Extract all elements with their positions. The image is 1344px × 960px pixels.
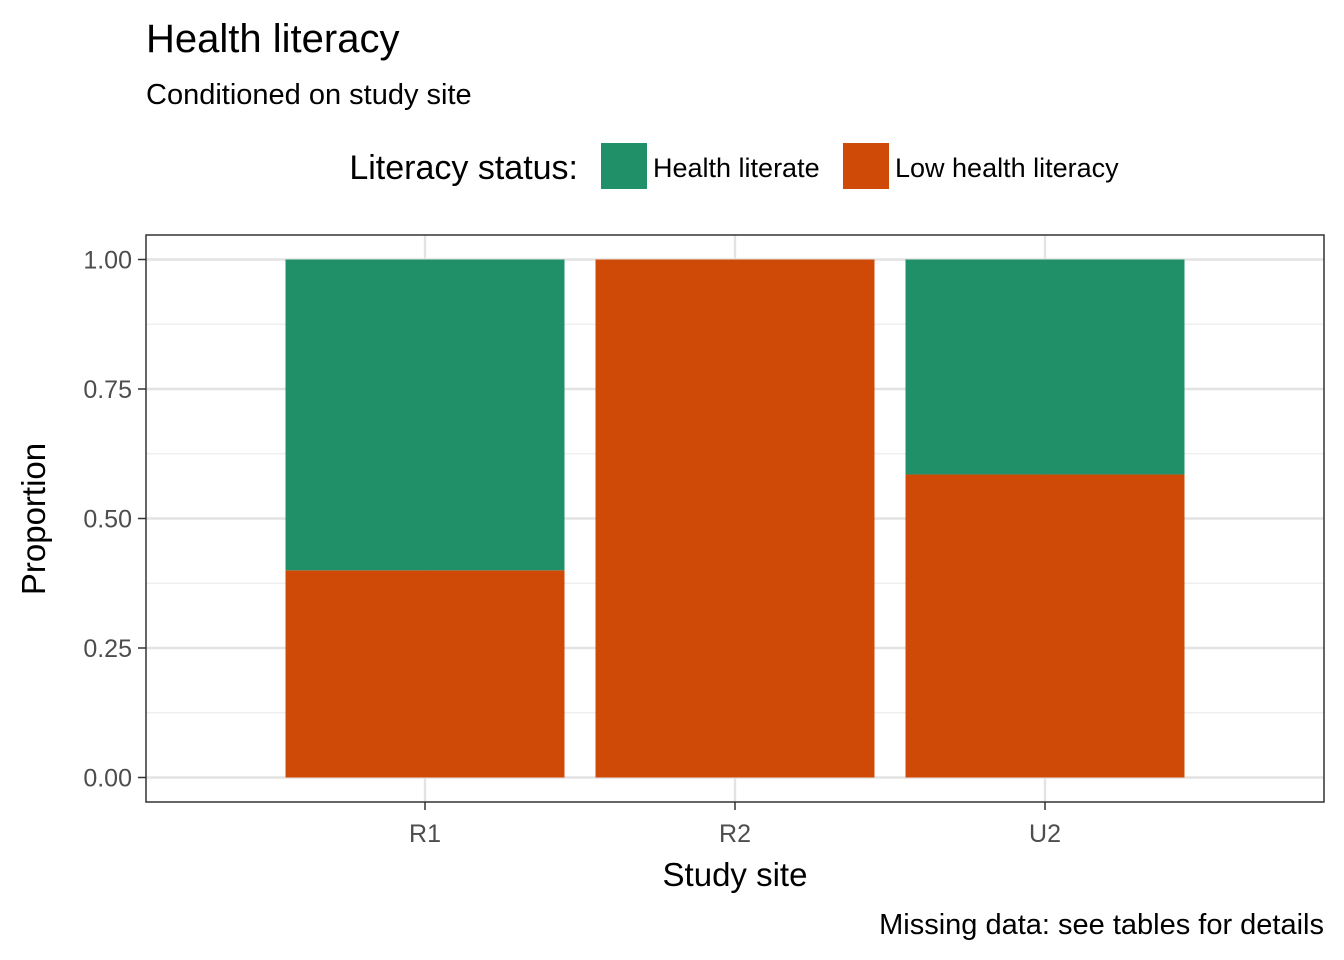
chart-caption: Missing data: see tables for details [879,909,1324,941]
x-axis-title: Study site [663,856,808,893]
y-tick-label: 0.25 [83,635,132,663]
legend-title: Literacy status: [349,149,578,187]
y-axis-title: Proportion [15,443,52,595]
y-tick-label: 0.75 [83,376,132,404]
y-tick-label: 1.00 [83,247,132,275]
legend-swatch-health-literate [601,143,647,189]
bars [285,259,1185,778]
bar-u2-low-health-literacy [905,474,1185,778]
x-tick-label: R1 [409,820,441,848]
chart-subtitle: Conditioned on study site [146,79,472,111]
axes: 0.00 0.25 0.50 0.75 1.00 R1 R2 U2 [83,247,1061,849]
chart-title: Health literacy [146,17,399,61]
y-tick-label: 0.50 [83,506,132,534]
legend-label-health-literate: Health literate [653,153,820,183]
legend: Literacy status: Health literate Low hea… [349,143,1119,189]
bar-r2-low-health-literacy [595,259,875,778]
y-tick-label: 0.00 [83,765,132,793]
legend-label-low-health-literacy: Low health literacy [895,153,1119,183]
bar-u2-health-literate [905,259,1185,475]
bar-r1-low-health-literacy [285,570,565,778]
x-tick-label: U2 [1029,820,1061,848]
bar-r1-health-literate [285,259,565,571]
legend-swatch-low-health-literacy [843,143,889,189]
x-tick-label: R2 [719,820,751,848]
